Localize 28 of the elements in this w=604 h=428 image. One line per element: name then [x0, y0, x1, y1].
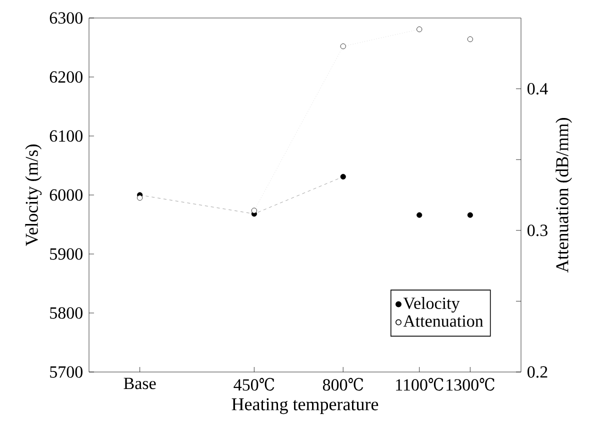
point — [251, 208, 257, 214]
point — [340, 174, 346, 180]
x-tick-label: 450℃ — [234, 378, 274, 391]
x-tick-label: 1100℃ — [396, 378, 444, 391]
y-tick-label: 6000 — [50, 189, 82, 201]
point — [340, 44, 346, 50]
point — [467, 36, 473, 42]
y2-tick-label: 0.4 — [528, 83, 548, 95]
y-tick-label: 6100 — [50, 130, 82, 142]
x-tick-label: 800℃ — [322, 378, 364, 391]
legend-label: Attenuation — [403, 315, 484, 327]
point — [137, 195, 143, 201]
y-tick-label: 5900 — [50, 248, 82, 260]
x-tick-label: Base — [124, 378, 156, 390]
legend-label: Velocity — [403, 297, 460, 313]
x-tick-label: 1300℃ — [446, 378, 494, 391]
y-tick-label: 5700 — [50, 366, 82, 378]
y2-tick-label: 0.3 — [528, 224, 548, 236]
y-axis-title: Velocity (m/s) — [25, 144, 42, 246]
y2-tick-label: 0.2 — [528, 366, 548, 378]
point — [416, 26, 422, 32]
y2-axis-title: Attenuation (dB/mm) — [556, 118, 572, 273]
y-tick-label: 6300 — [50, 12, 82, 24]
y-tick-label: 5800 — [50, 307, 82, 319]
point — [416, 212, 422, 218]
y-tick-label: 6200 — [50, 71, 82, 83]
x-axis-title: Heating temperature — [232, 398, 378, 414]
point — [467, 212, 473, 218]
